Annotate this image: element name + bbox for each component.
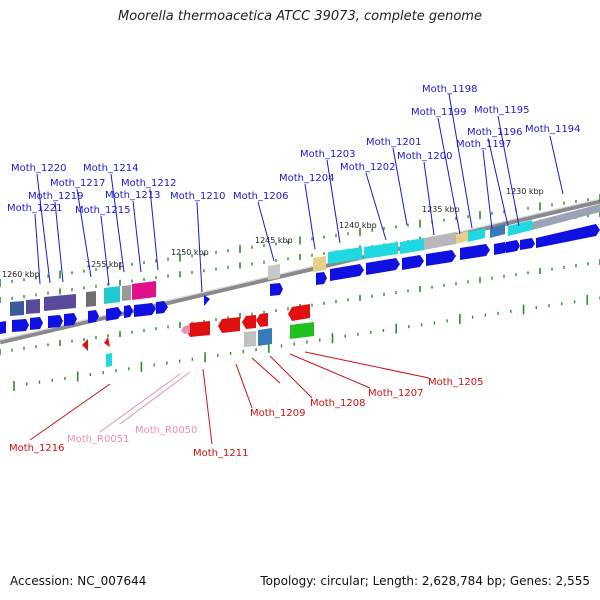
label-connector	[497, 115, 520, 227]
top-gene-labels: Moth_1198 Moth_1199 Moth_1195 Moth_1196 …	[7, 84, 580, 216]
label-connector	[76, 188, 92, 278]
scale-label-1260: 1260 kbp	[2, 270, 40, 279]
gene-label-moth-1220: Moth_1220	[11, 163, 66, 174]
gene-label-moth-1199: Moth_1199	[411, 107, 466, 118]
scale-label-1235: 1235 kbp	[422, 205, 460, 214]
gene-label-moth-1204: Moth_1204	[279, 173, 334, 184]
reverse-genes	[82, 304, 314, 367]
label-connector	[251, 357, 281, 384]
gene-label-moth-1205: Moth_1205	[428, 377, 483, 388]
scale-label-1250: 1250 kbp	[171, 248, 209, 257]
label-connector	[99, 373, 181, 433]
gene-label-moth-1215: Moth_1215	[75, 205, 130, 216]
label-connector	[326, 159, 341, 244]
label-connector	[365, 172, 387, 241]
label-connector	[100, 215, 110, 286]
gene-label-moth-1208: Moth_1208	[310, 398, 365, 409]
gene-label-moth-1207: Moth_1207	[368, 388, 423, 399]
label-connector	[196, 201, 203, 293]
gene-label-moth-1213: Moth_1213	[105, 190, 160, 201]
gene-label-moth-1219: Moth_1219	[28, 191, 83, 202]
label-connector	[36, 173, 51, 284]
gene-label-moth-1197: Moth_1197	[456, 139, 511, 150]
gene-label-moth-1200: Moth_1200	[397, 151, 452, 162]
gene-label-moth-1216: Moth_1216	[9, 443, 64, 454]
label-connector	[54, 201, 64, 283]
label-connector	[149, 188, 159, 271]
label-connector	[202, 368, 213, 445]
gene-label-moth-1201: Moth_1201	[366, 137, 421, 148]
label-connector	[448, 93, 473, 229]
gene-label-moth-1214: Moth_1214	[83, 163, 138, 174]
genome-backbone	[0, 198, 600, 345]
label-connector	[289, 353, 371, 389]
label-connector	[304, 351, 430, 379]
genome-backbone-highlight	[0, 198, 600, 341]
label-connector	[487, 137, 509, 227]
gene-label-moth-1196: Moth_1196	[467, 127, 522, 138]
gene-label-moth-1209: Moth_1209	[250, 408, 305, 419]
label-connector	[119, 371, 191, 425]
scale-label-1245: 1245 kbp	[255, 236, 293, 245]
gene-label-moth-1211: Moth_1211	[193, 448, 248, 459]
gene-label-moth-1221: Moth_1221	[7, 203, 62, 214]
gene-label-moth-1202: Moth_1202	[340, 162, 395, 173]
gene-label-moth-1203: Moth_1203	[300, 149, 355, 160]
gene-label-moth-1195: Moth_1195	[474, 105, 529, 116]
gene-label-moth-1206: Moth_1206	[233, 191, 288, 202]
gene-label-moth-1217: Moth_1217	[50, 178, 105, 189]
label-connector	[29, 383, 111, 441]
gene-label-moth-r0050: Moth_R0050	[135, 425, 197, 436]
label-connectors	[29, 93, 564, 445]
label-connector	[34, 213, 41, 285]
forward-genes	[0, 224, 600, 334]
tick-marks	[0, 194, 600, 391]
map-title: Moorella thermoacetica ATCC 39073, compl…	[118, 9, 482, 24]
label-connector	[132, 200, 142, 273]
label-connector	[269, 355, 313, 399]
scale-label-1230: 1230 kbp	[506, 187, 544, 196]
bottom-gene-labels: Moth_1205 Moth_1207 Moth_1208 Moth_1209 …	[9, 377, 483, 459]
accession-text: Accession: NC_007644	[10, 574, 147, 588]
gene-label-moth-1198: Moth_1198	[422, 84, 477, 95]
label-connector	[257, 201, 275, 262]
gene-label-moth-1210: Moth_1210	[170, 191, 225, 202]
genome-summary-text: Topology: circular; Length: 2,628,784 bp…	[260, 574, 590, 588]
label-connector	[235, 363, 253, 409]
label-connector	[423, 161, 435, 236]
gene-label-moth-r0051: Moth_R0051	[67, 434, 129, 445]
gene-label-moth-1212: Moth_1212	[121, 178, 176, 189]
label-connector	[304, 183, 316, 250]
label-connector	[392, 147, 408, 226]
gene-label-moth-1194: Moth_1194	[525, 124, 580, 135]
label-connector	[110, 173, 125, 273]
label-connector	[437, 117, 461, 235]
scale-label-1240: 1240 kbp	[339, 221, 377, 230]
label-connector	[482, 149, 493, 230]
feature-track-outer	[10, 204, 600, 316]
label-connector	[549, 135, 564, 195]
scale-label-1255: 1255 kbp	[86, 260, 124, 269]
